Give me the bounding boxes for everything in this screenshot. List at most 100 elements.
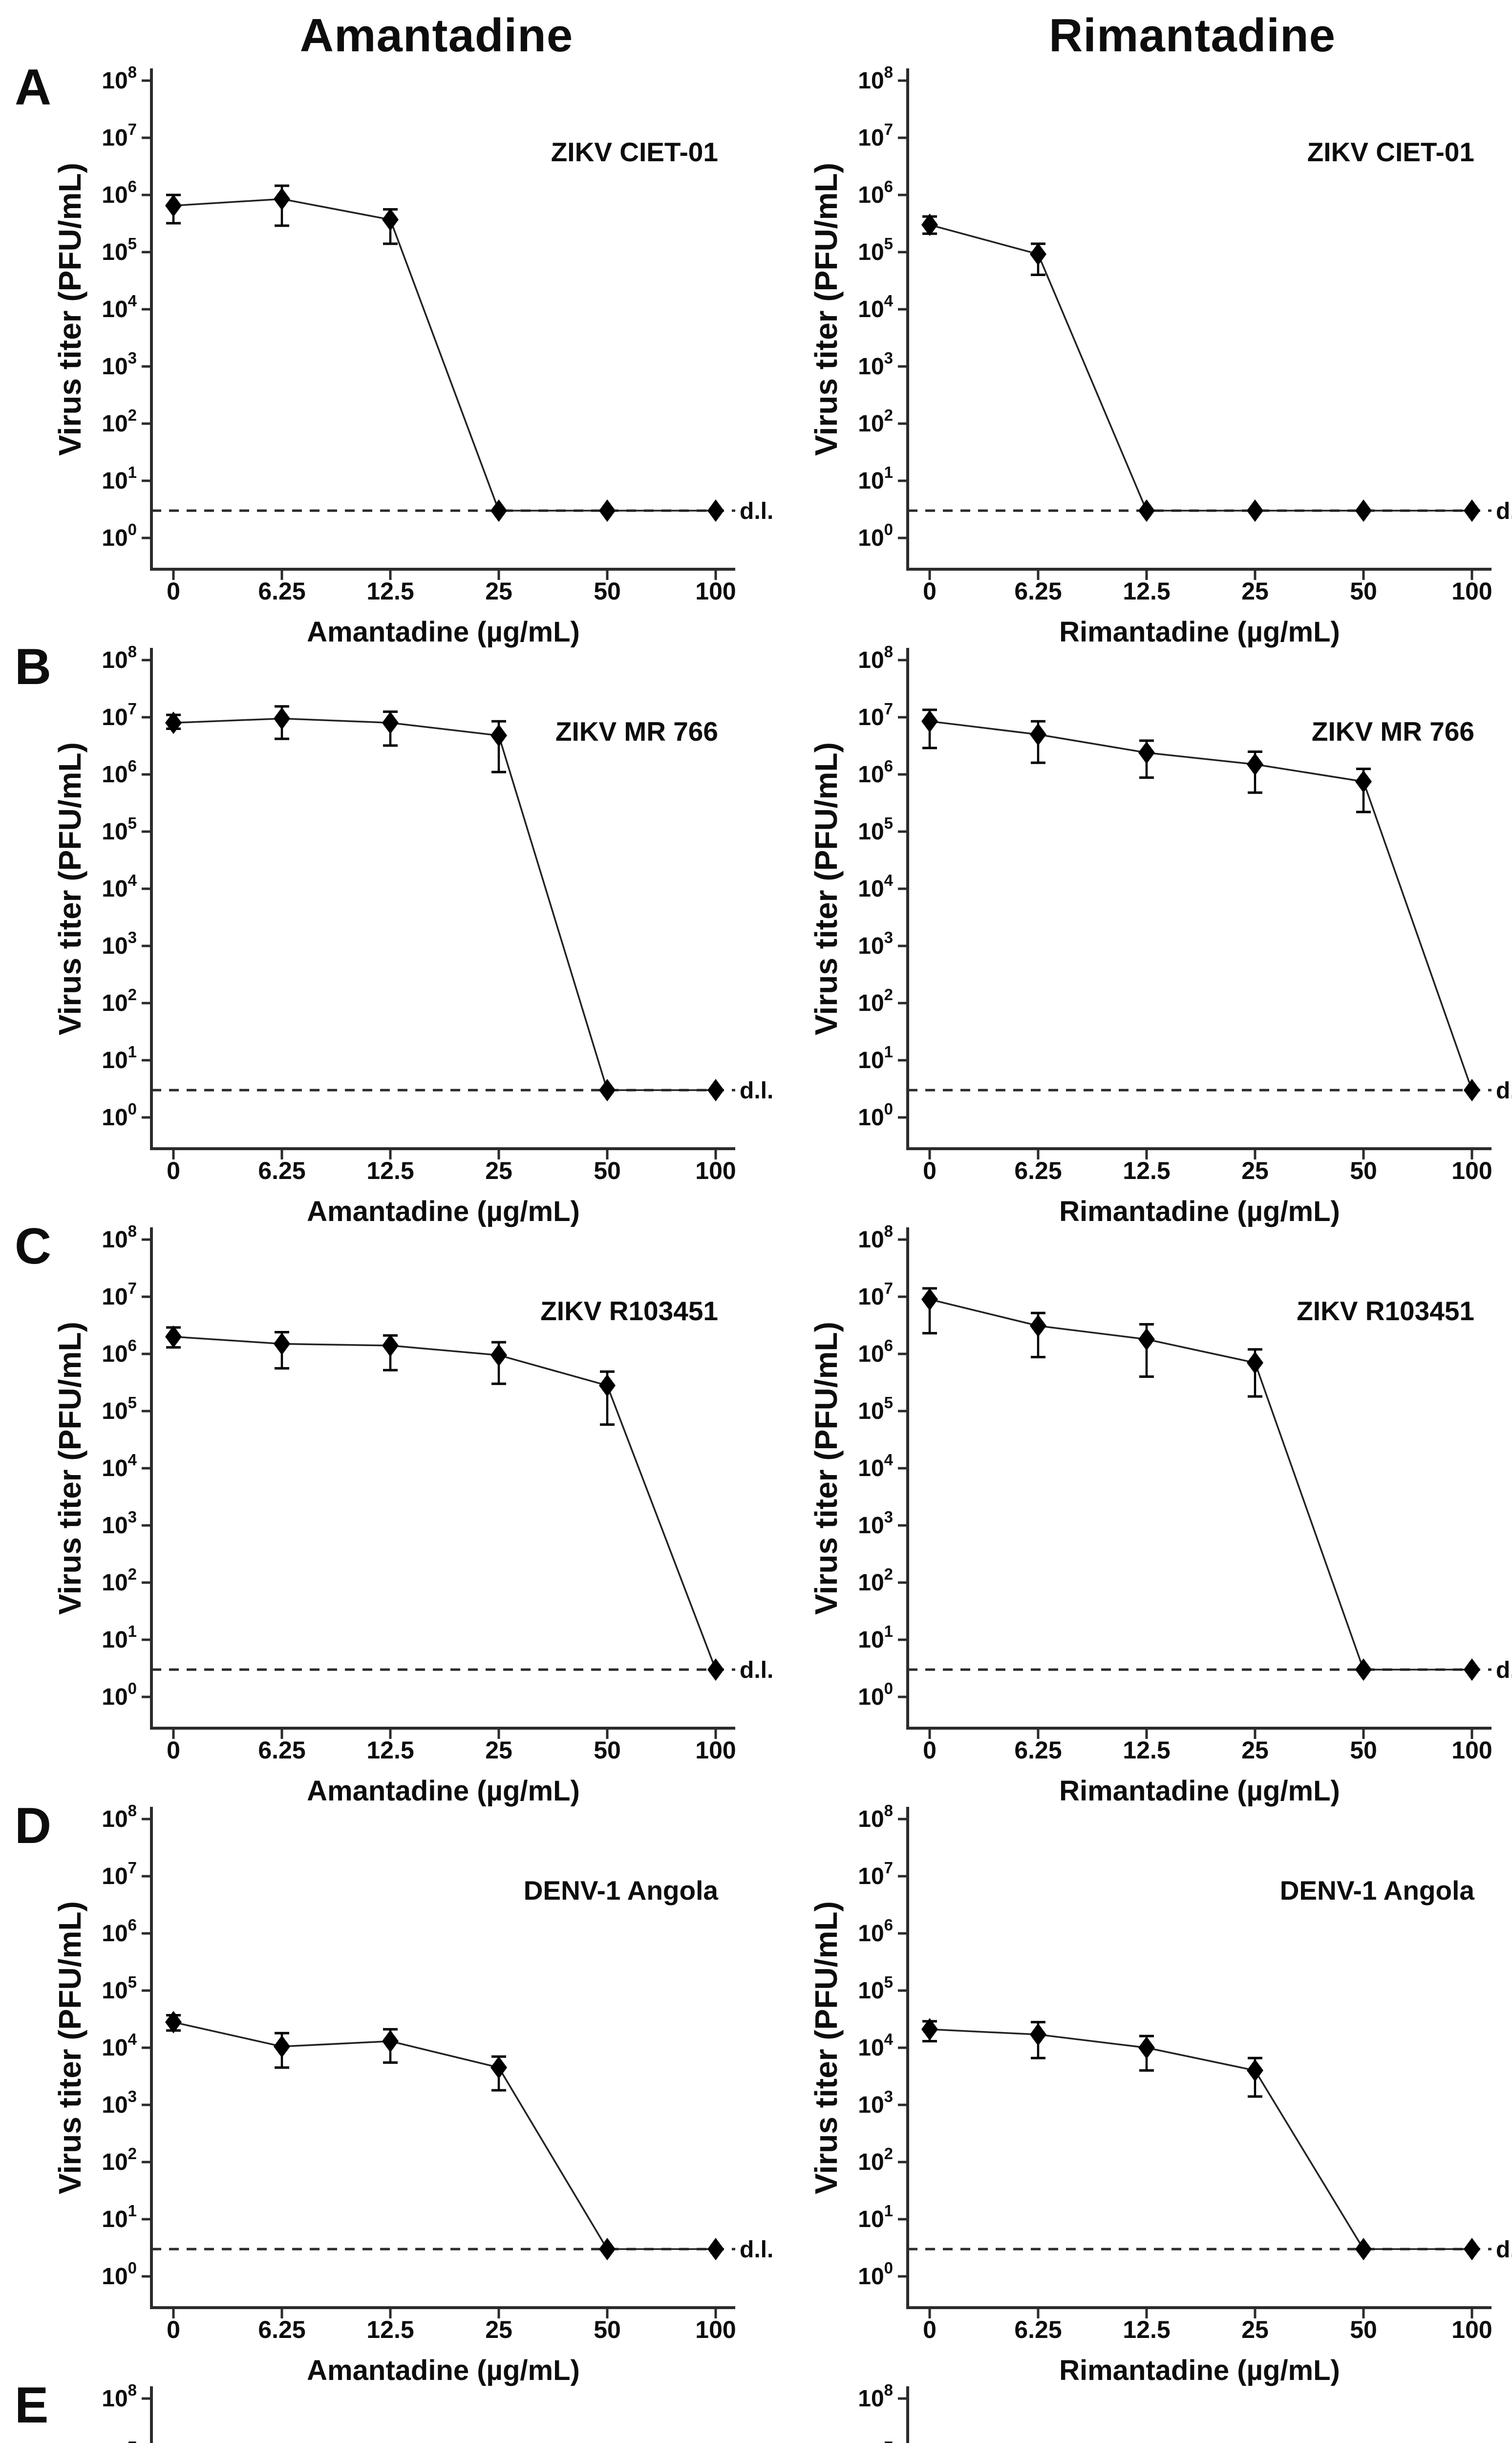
y-tick-label: 102: [858, 1565, 893, 1596]
x-tick-label: 6.25: [258, 2316, 305, 2343]
y-tick-label: 100: [102, 2259, 137, 2290]
y-tick-label: 106: [858, 177, 893, 208]
y-tick-label: 107: [858, 700, 893, 730]
data-point-marker: [382, 1334, 399, 1357]
y-tick-label: 107: [102, 1859, 137, 1889]
x-tick-label: 6.25: [258, 1157, 305, 1184]
x-tick-label: 12.5: [366, 578, 414, 605]
data-point-marker: [490, 1344, 507, 1367]
x-axis-title: Amantadine (µg/mL): [307, 2355, 580, 2386]
y-tick-label: 107: [102, 1279, 137, 1310]
x-tick-label: 0: [923, 2316, 937, 2343]
x-axis-title: Rimantadine (µg/mL): [1059, 616, 1340, 648]
x-tick-label: 6.25: [258, 578, 305, 605]
x-tick-label: 25: [1241, 1736, 1269, 1764]
data-point-marker: [1247, 753, 1263, 776]
y-tick-label: 102: [102, 1565, 137, 1596]
y-tick-label: 105: [858, 1393, 893, 1424]
detection-limit-label: d.l.: [1496, 498, 1512, 524]
data-point-marker: [490, 499, 507, 522]
y-tick-label: 101: [102, 2202, 137, 2232]
series-markers: [921, 1288, 1480, 1681]
data-point-marker: [599, 1374, 616, 1397]
y-tick-label: 104: [858, 1451, 893, 1481]
data-point-marker: [1030, 2023, 1046, 2046]
series-markers: [921, 2018, 1480, 2261]
y-tick-label: 108: [858, 643, 893, 673]
x-tick-label: 25: [1241, 1157, 1269, 1184]
x-tick-label: 25: [485, 1736, 512, 1764]
x-tick-label: 0: [167, 2316, 180, 2343]
data-point-marker: [382, 711, 399, 734]
data-point-marker: [1464, 2238, 1480, 2261]
y-tick-label: 103: [858, 2087, 893, 2118]
axes: 108 107 106 105 104 103 102 101 100 0 6.25 12.5 25 50…: [102, 1801, 736, 2343]
y-tick-label: 108: [102, 2381, 137, 2412]
virus-strain-title: ZIKV R103451: [540, 1296, 718, 1326]
y-axis-title: Virus titer (PFU/mL): [52, 163, 87, 456]
y-tick-label: 107: [102, 120, 137, 151]
series-line: [929, 224, 1472, 512]
series-line: [173, 1336, 717, 1670]
y-tick-label: 105: [102, 814, 137, 845]
detection-limit-label: d.l.: [740, 498, 773, 524]
y-tick-label: 100: [858, 2259, 893, 2290]
x-axis-title: Amantadine (µg/mL): [307, 1775, 580, 1807]
y-tick-label: 102: [102, 986, 137, 1016]
x-tick-label: 25: [485, 578, 512, 605]
x-tick-label: 50: [594, 578, 621, 605]
x-tick-label: 25: [1241, 578, 1269, 605]
chart-yfv17d-amantadine: 10810710610510410310210110006.2512.52550…: [102, 2381, 153, 2443]
data-point-marker: [707, 1658, 724, 1681]
data-point-marker: [274, 707, 290, 730]
y-tick-label: 101: [102, 1043, 137, 1073]
x-tick-label: 50: [594, 1736, 621, 1764]
y-tick-label: 104: [858, 2030, 893, 2061]
data-point-marker: [1247, 1351, 1263, 1374]
y-tick-label: 103: [102, 349, 137, 380]
data-point-marker: [1355, 770, 1372, 793]
y-tick-label: 107: [102, 2438, 137, 2443]
axes: 108 107 106 105 104 103 102 101 100 0 6.25 12.5 25 50…: [102, 1222, 736, 1764]
x-tick-label: 50: [594, 1157, 621, 1184]
y-tick-label: 106: [102, 177, 137, 208]
y-tick-label: 108: [858, 2381, 893, 2412]
detection-limit-label: d.l.: [740, 1078, 773, 1104]
chart-denv1-angola-amantadine: 108 107 106 105 104 103 102 101 100 0 6.25 12.5 25 50…: [52, 1801, 773, 2386]
axes: 108 107 106 105 104 103 102 101 100 0 6.25 12.5 25 50…: [858, 1222, 1492, 1764]
figure-row-d: D 108 107 106 105 104 103 102 101 100 0 6.25 12.5 25…: [0, 1770, 1512, 2386]
y-tick-label: 106: [102, 1916, 137, 1947]
y-tick-label: 103: [858, 1508, 893, 1539]
x-tick-label: 50: [1350, 2316, 1377, 2343]
error-bars: [922, 2020, 1262, 2098]
detection-limit-label: d.l.: [1496, 1657, 1512, 1683]
data-point-marker: [1030, 723, 1046, 746]
axes: 108 107 106 105 104 103 102 101 100 0 6.25 12.5 25 50…: [102, 63, 736, 605]
x-tick-label: 100: [695, 1736, 736, 1764]
data-point-marker: [1355, 499, 1372, 522]
data-point-marker: [1138, 741, 1155, 764]
series-markers: [165, 188, 724, 522]
y-tick-label: 100: [102, 520, 137, 551]
panel-label-a: A: [15, 59, 52, 116]
data-point-marker: [1464, 499, 1480, 522]
detection-limit-label: d.l.: [1496, 2237, 1512, 2263]
y-axis-title: Virus titer (PFU/mL): [809, 742, 844, 1035]
y-tick-label: 102: [858, 406, 893, 437]
data-point-marker: [921, 214, 938, 236]
data-point-marker: [165, 1325, 182, 1348]
x-tick-label: 6.25: [1014, 578, 1062, 605]
figure-row-c: C 108 107 106 105 104 103 102 101 100 0 6.25 12.5 25…: [0, 1191, 1512, 1807]
chart-zikv-ciet01-amantadine: 108 107 106 105 104 103 102 101 100 0 6.25 12.5 25 50…: [52, 63, 773, 648]
y-tick-label: 100: [858, 1679, 893, 1710]
series-line: [929, 2028, 1472, 2250]
data-point-marker: [1030, 243, 1046, 266]
chart-zikv-mr766-rimantadine: 108 107 106 105 104 103 102 101 100 0 6.25 12.5 25 50…: [809, 643, 1512, 1227]
x-tick-label: 12.5: [366, 1157, 414, 1184]
chart-denv1-angola-rimantadine: 108 107 106 105 104 103 102 101 100 0 6.25 12.5 25 50…: [809, 1801, 1512, 2386]
x-tick-label: 50: [1350, 1736, 1377, 1764]
virus-strain-title: ZIKV CIET-01: [551, 137, 718, 167]
y-tick-label: 100: [858, 1100, 893, 1131]
y-axis-title: Virus titer (PFU/mL): [809, 1901, 844, 2194]
x-tick-label: 100: [695, 1157, 736, 1184]
